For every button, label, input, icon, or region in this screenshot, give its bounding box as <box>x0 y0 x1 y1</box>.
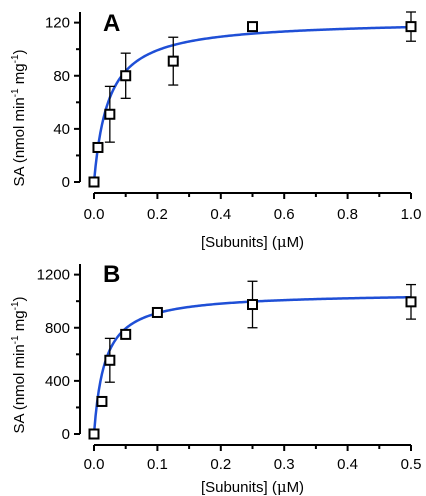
y-axis-title-part: mg <box>11 310 28 335</box>
x-tick-label: 0.0 <box>84 206 105 223</box>
data-point <box>405 296 417 308</box>
data-point <box>88 176 100 188</box>
fit-curve <box>92 25 412 183</box>
x-tick-label: 0.1 <box>147 456 168 473</box>
y-axis-title-part: mg <box>11 63 28 88</box>
data-point <box>120 328 132 340</box>
y-tick-label: 120 <box>45 15 70 32</box>
x-tick-label: 0.5 <box>401 456 422 473</box>
y-tick-label: 0 <box>62 174 70 191</box>
data-point <box>247 21 258 33</box>
x-axis-title-part: M) <box>287 234 305 251</box>
x-axis-title-part: [Subunits] ( <box>201 234 277 251</box>
data-point <box>96 395 108 407</box>
data-point <box>104 108 116 120</box>
y-axis-title: SA (nmol min-1 mg-1) <box>10 49 28 186</box>
x-tick-label: 0.2 <box>210 456 231 473</box>
y-axis-title-sup: -1 <box>10 88 21 97</box>
data-point <box>247 299 258 311</box>
x-tick-label: 0.2 <box>147 206 168 223</box>
y-tick-label: 40 <box>53 121 70 138</box>
y-axis-title-sup: -1 <box>10 335 21 344</box>
x-tick-label: 0.4 <box>337 456 358 473</box>
x-axis-title-mu: μ <box>277 478 287 496</box>
y-axis-title-part: ) <box>11 49 28 54</box>
y-axis-title-sup: -1 <box>10 54 21 63</box>
y-axis-title-part: ) <box>11 296 28 301</box>
data-point <box>151 306 163 318</box>
chart-panel-a: 0 40 80 120 0.0 0.2 0.4 0.6 0.8 1.0 [Subunits] (μM… <box>10 10 421 251</box>
data-point <box>104 354 116 366</box>
x-tick-label: 0.8 <box>337 206 358 223</box>
data-point <box>167 55 179 67</box>
data-point <box>92 141 104 153</box>
x-tick-label: 0.6 <box>274 206 295 223</box>
panel-label: A <box>103 10 120 37</box>
chart-panel-b: 0 400 800 1200 0.0 0.1 0.2 0.3 0.4 0.5 [Subunits] … <box>10 261 421 496</box>
y-tick-label: 80 <box>53 68 70 85</box>
data-point <box>120 70 132 82</box>
y-axis-title: SA (nmol min-1 mg-1) <box>10 296 28 433</box>
y-axis-title-part: SA (nmol min <box>11 97 28 186</box>
x-tick-label: 0.0 <box>84 456 105 473</box>
x-axis-title: [Subunits] (μM) <box>201 233 304 251</box>
x-axis-title-mu: μ <box>277 233 287 251</box>
y-tick-label: 400 <box>45 373 70 390</box>
x-axis-title-part: M) <box>287 479 305 496</box>
x-tick-label: 1.0 <box>401 206 422 223</box>
y-tick-label: 0 <box>62 426 70 443</box>
data-point <box>405 21 417 33</box>
x-tick-label: 0.4 <box>210 206 231 223</box>
data-point <box>88 428 100 440</box>
x-axis-title: [Subunits] (μM) <box>201 478 304 496</box>
y-axis-title-part: SA (nmol min <box>11 344 28 433</box>
y-tick-label: 800 <box>45 320 70 337</box>
y-tick-label: 1200 <box>37 267 70 284</box>
y-axis-title-sup: -1 <box>10 301 21 310</box>
x-axis-title-part: [Subunits] ( <box>201 479 277 496</box>
x-tick-label: 0.3 <box>274 456 295 473</box>
panel-label: B <box>103 261 120 288</box>
